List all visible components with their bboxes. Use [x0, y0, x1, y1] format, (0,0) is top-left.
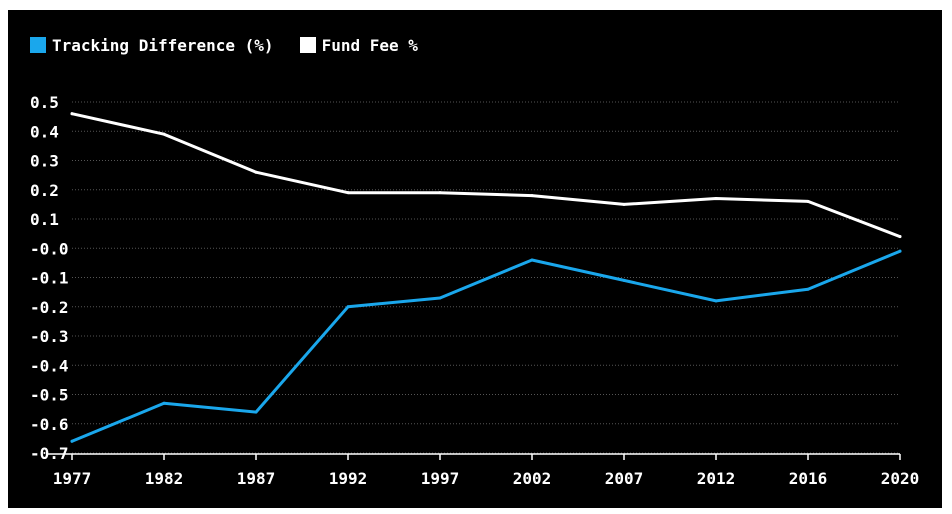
x-tick-label: 2020: [881, 469, 920, 488]
data-point-tracking-difference: [70, 439, 74, 443]
chart-panel: Tracking Difference (%) Fund Fee % 0.5 0.…: [8, 10, 942, 508]
data-point-fund-fee: [530, 194, 534, 198]
data-point-tracking-difference: [806, 287, 810, 291]
x-tick-label: 2002: [513, 469, 552, 488]
legend-swatch-tracking-difference: [30, 37, 46, 53]
data-point-tracking-difference: [530, 258, 534, 262]
data-point-fund-fee: [806, 199, 810, 203]
y-tick-label: -0.5: [30, 386, 69, 405]
y-tick-label: -0.3: [30, 327, 69, 346]
y-tick-label: 0.3: [30, 152, 59, 171]
legend-label-fund-fee: Fund Fee %: [321, 35, 418, 55]
legend-swatch-fund-fee: [299, 37, 316, 53]
y-tick-label: -0.1: [30, 269, 69, 288]
series-line-fund-fee: [70, 112, 902, 239]
legend-item-fund-fee: Fund Fee %: [299, 35, 418, 55]
y-tick-label: -0.2: [30, 298, 69, 317]
x-tick-label: 1987: [237, 469, 276, 488]
x-tick-label: 1997: [421, 469, 460, 488]
data-point-tracking-difference: [254, 410, 258, 414]
data-point-fund-fee: [346, 191, 350, 195]
y-tick-label: -0.4: [30, 356, 69, 375]
data-point-tracking-difference: [622, 278, 626, 282]
data-point-tracking-difference: [714, 299, 718, 303]
data-point-fund-fee: [70, 112, 74, 116]
x-tick-label: 2016: [789, 469, 828, 488]
data-point-tracking-difference: [898, 249, 902, 253]
data-point-tracking-difference: [162, 401, 166, 405]
y-tick-label: 0.4: [30, 122, 59, 141]
y-tick-label: 0.5: [30, 93, 59, 112]
x-tick-label: 2012: [697, 469, 736, 488]
y-tick-label: 0.1: [30, 210, 59, 229]
y-tick-label: -0.6: [30, 415, 69, 434]
data-point-fund-fee: [438, 191, 442, 195]
x-tick-label: 2007: [605, 469, 644, 488]
line-chart: 0.5 0.4 0.3 0.2 0.1 -0.0 -0.1 -0.2 -0.3 -0.4 -0.5 -…: [30, 93, 920, 488]
data-point-tracking-difference: [438, 296, 442, 300]
legend-item-tracking-difference: Tracking Difference (%): [30, 36, 274, 55]
y-tick-label: 0.2: [30, 181, 59, 200]
x-tick-label: 1982: [145, 469, 184, 488]
data-point-tracking-difference: [346, 305, 350, 309]
x-tick-label: 1977: [53, 469, 92, 488]
series-line-tracking-difference: [70, 249, 902, 443]
data-point-fund-fee: [622, 202, 626, 206]
data-point-fund-fee: [714, 197, 718, 201]
data-point-fund-fee: [898, 235, 902, 239]
x-tick-label: 1992: [329, 469, 368, 488]
data-point-fund-fee: [254, 170, 258, 174]
data-point-fund-fee: [162, 132, 166, 136]
y-tick-label: -0.0: [30, 239, 69, 258]
legend: Tracking Difference (%) Fund Fee %: [30, 34, 444, 56]
legend-label-tracking-difference: Tracking Difference (%): [52, 35, 274, 55]
